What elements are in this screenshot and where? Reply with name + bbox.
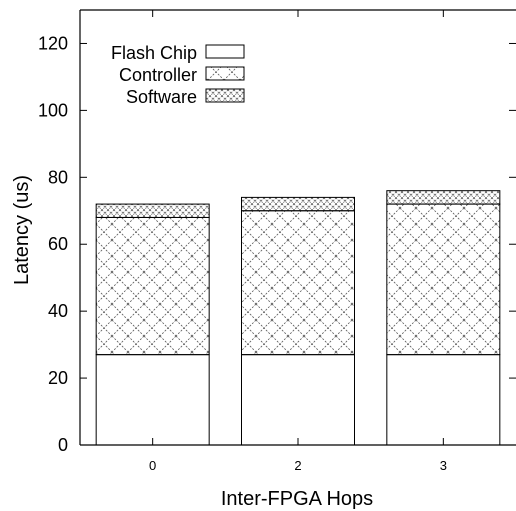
bar-segment-software-3	[386, 190, 501, 205]
x-tick-label: 2	[294, 458, 301, 473]
bar-segment-controller-0	[95, 216, 210, 356]
y-tick-label: 100	[38, 100, 68, 120]
bar-segment-software-0	[95, 203, 210, 218]
legend-swatch	[205, 88, 245, 103]
y-tick-label: 120	[38, 33, 68, 53]
y-tick-label: 20	[48, 368, 68, 388]
y-tick-label: 80	[48, 167, 68, 187]
y-tick-label: 60	[48, 234, 68, 254]
y-axis-title: Latency (us)	[11, 175, 33, 285]
bar-segment-controller-3	[386, 203, 501, 356]
legend-swatch	[205, 44, 245, 59]
bar-segment-controller-2	[241, 210, 355, 356]
y-tick-label: 0	[58, 435, 68, 455]
legend-swatch	[205, 66, 245, 81]
bar-segment-flash-chip-2	[241, 354, 355, 446]
legend-label: Controller	[119, 65, 197, 85]
x-tick-label: 0	[149, 458, 156, 473]
legend-label: Flash Chip	[111, 43, 197, 63]
bar-segment-flash-chip-3	[386, 354, 501, 446]
bar-segment-flash-chip-0	[95, 354, 210, 446]
legend-label: Software	[126, 87, 197, 107]
x-axis-title: Inter-FPGA Hops	[221, 488, 373, 510]
y-tick-label: 40	[48, 301, 68, 321]
x-tick-label: 3	[440, 458, 447, 473]
bar-segment-software-2	[241, 196, 355, 212]
